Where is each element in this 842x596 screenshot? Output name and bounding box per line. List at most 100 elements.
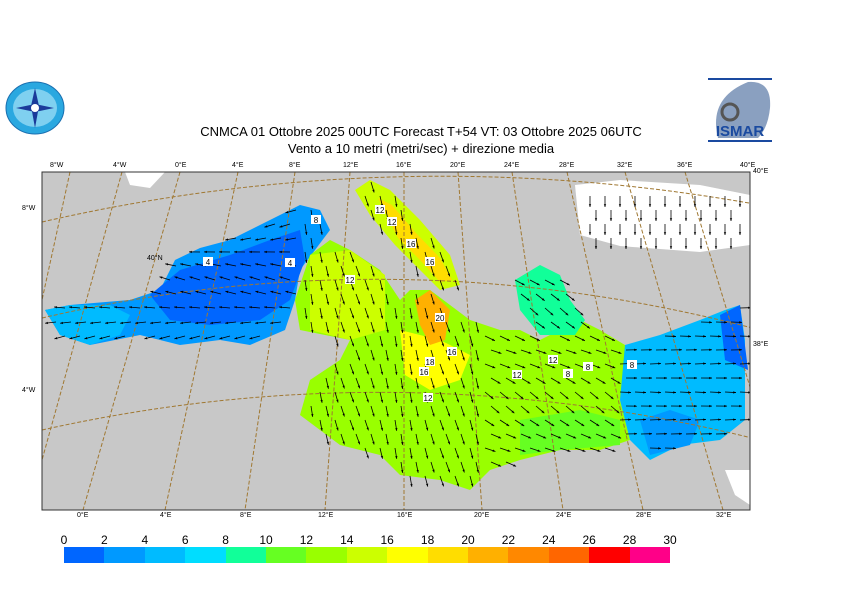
- wind-arrow: [174, 276, 186, 281]
- wind-arrow: [595, 377, 606, 384]
- wind-arrow: [505, 433, 517, 439]
- white-patch-north: [125, 172, 165, 188]
- wind-arrow: [159, 276, 171, 281]
- wind-arrow: [708, 224, 712, 235]
- wind-arrow: [520, 405, 530, 414]
- wind-arrow: [379, 335, 384, 347]
- white-patch-east: [725, 470, 750, 505]
- wind-arrow: [693, 224, 697, 235]
- wind-arrow: [349, 363, 355, 375]
- wind-arrow: [84, 306, 96, 309]
- wind-arrow: [684, 238, 688, 249]
- wind-arrow: [415, 405, 419, 417]
- wind-arrow: [189, 335, 201, 340]
- wind-arrow: [505, 405, 515, 414]
- wind-arrow: [219, 335, 231, 340]
- wind-arrow: [409, 419, 413, 431]
- wind-arrow: [499, 363, 511, 369]
- wind-arrow: [589, 447, 601, 452]
- wind-arrow: [469, 335, 474, 347]
- wind-arrow: [355, 293, 361, 305]
- wind-arrow: [559, 391, 569, 400]
- wind-arrow: [700, 432, 713, 435]
- wind-arrow: [439, 447, 445, 459]
- wind-arrow: [700, 348, 713, 351]
- wind-arrow: [633, 224, 637, 235]
- wind-arrow: [439, 475, 445, 487]
- wind-arrow: [310, 405, 314, 417]
- contour-label: 16: [420, 368, 429, 377]
- colorbar-swatch: [508, 547, 550, 563]
- wind-arrow: [114, 306, 126, 309]
- wind-arrow: [340, 293, 345, 305]
- top-lon-label: 4°E: [232, 162, 244, 169]
- wind-arrow: [204, 276, 216, 281]
- wind-arrow: [334, 251, 339, 263]
- wind-arrow: [203, 250, 216, 254]
- wind-arrow: [424, 307, 429, 319]
- sea-alboran: [45, 305, 130, 345]
- wind-arrow: [460, 405, 465, 417]
- wind-arrow: [550, 321, 561, 329]
- wind-arrow: [679, 335, 692, 338]
- wind-arrow: [234, 335, 246, 340]
- wind-arrow: [580, 321, 591, 329]
- wind-arrow: [189, 306, 201, 309]
- wind-arrow: [415, 265, 419, 277]
- wind-arrow: [424, 447, 429, 459]
- right-label: 38°E: [753, 341, 769, 348]
- wind-arrow: [430, 265, 435, 277]
- wind-arrow: [364, 363, 369, 375]
- wind-arrow: [475, 321, 479, 333]
- wind-arrow: [334, 335, 339, 347]
- wind-arrow: [550, 349, 562, 354]
- wind-arrow: [325, 405, 329, 417]
- wind-arrow: [654, 210, 658, 221]
- wind-arrow: [234, 276, 246, 281]
- wind-arrow: [304, 279, 308, 291]
- wind-arrow: [144, 335, 156, 340]
- bottom-lon-label: 32°E: [716, 512, 732, 519]
- wind-arrow: [218, 250, 231, 254]
- wind-arrow: [319, 223, 323, 235]
- wind-arrow: [514, 419, 525, 427]
- wind-arrow: [285, 209, 297, 214]
- wind-arrow: [424, 335, 429, 347]
- wind-arrow: [580, 349, 592, 354]
- wind-arrow: [559, 419, 570, 427]
- wind-arrow: [529, 279, 540, 286]
- wind-arrow: [430, 293, 435, 305]
- wind-arrow: [589, 335, 601, 342]
- top-lon-label: 32°E: [617, 162, 633, 169]
- wind-arrow: [430, 433, 435, 445]
- wind-arrow: [685, 432, 698, 435]
- graticule: [42, 172, 750, 510]
- wind-arrow: [364, 419, 369, 431]
- colorbar-tick-label: 28: [622, 533, 637, 547]
- wind-arrow: [310, 293, 314, 305]
- wind-arrow: [669, 210, 673, 221]
- wind-arrow: [664, 362, 677, 365]
- wind-arrow: [604, 447, 616, 452]
- wind-arrow: [400, 405, 404, 417]
- wind-arrow: [394, 419, 398, 431]
- colorbar-swatch: [144, 547, 186, 563]
- wind-arrow: [529, 307, 539, 316]
- wind-arrow: [54, 335, 66, 340]
- wind-arrow: [505, 461, 517, 467]
- wind-arrow: [90, 321, 102, 325]
- wind-arrow: [610, 405, 620, 414]
- wind-arrow: [454, 279, 460, 291]
- wind-arrow: [210, 290, 222, 295]
- wind-arrow: [325, 433, 329, 445]
- wind-arrow: [234, 306, 246, 309]
- bottom-lon-label: 20°E: [474, 512, 490, 519]
- contour-label: 12: [549, 356, 558, 365]
- wind-arrow: [379, 279, 384, 291]
- wind-arrow: [694, 362, 707, 365]
- wind-arrow: [574, 447, 586, 452]
- colorbar-tick-label: 4: [141, 533, 149, 547]
- wind-arrow: [355, 321, 361, 333]
